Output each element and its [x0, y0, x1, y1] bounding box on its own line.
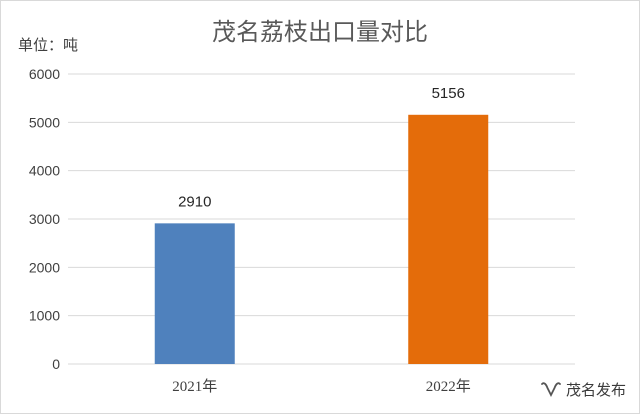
gridlines	[68, 73, 575, 365]
unit-label: 单位：吨	[18, 36, 78, 54]
data-label: 5156	[432, 85, 465, 102]
y-tick-label: 4000	[29, 163, 60, 179]
y-tick-label: 2000	[29, 259, 60, 275]
watermark: 茂名发布	[541, 379, 626, 400]
y-tick-labels: 0 1000 2000 3000 4000 5000 6000	[29, 66, 60, 372]
bars	[154, 114, 489, 364]
category-label: 2022年	[426, 378, 471, 395]
data-labels: 2910 5156	[178, 85, 465, 211]
y-tick-label: 3000	[29, 211, 60, 227]
y-tick-label: 5000	[29, 114, 60, 130]
y-tick-label: 0	[52, 356, 60, 372]
category-label: 2021年	[172, 378, 217, 395]
chart-title: 茂名荔枝出口量对比	[212, 18, 428, 46]
watermark-text: 茂名发布	[565, 381, 626, 399]
wechat-channel-icon	[541, 382, 561, 398]
category-labels: 2021年 2022年	[172, 378, 471, 395]
y-tick-label: 1000	[29, 308, 60, 324]
data-label: 2910	[178, 193, 211, 210]
y-tick-label: 6000	[29, 66, 60, 82]
bar	[408, 114, 489, 364]
bar	[154, 223, 235, 364]
